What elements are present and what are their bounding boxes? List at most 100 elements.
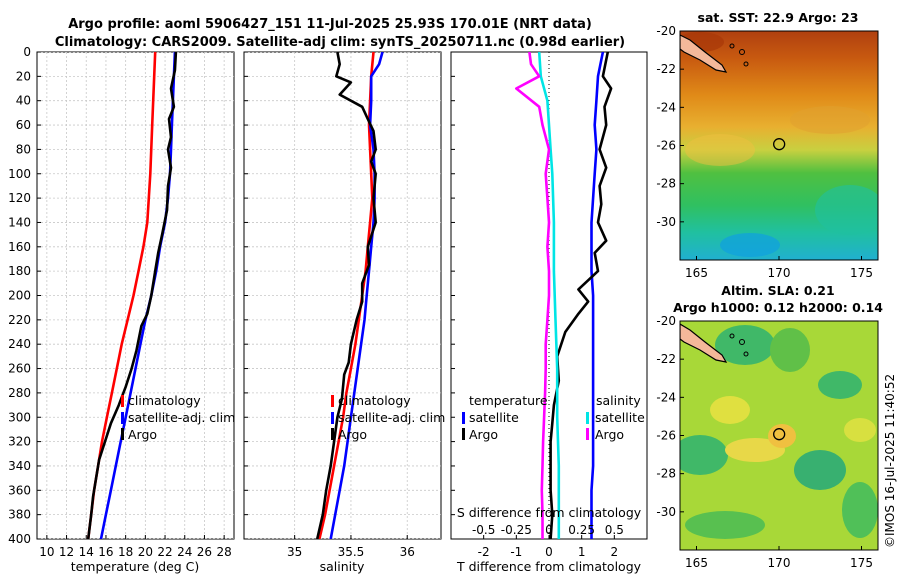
legend-label-t-satellite: satellite (469, 410, 519, 425)
salinity-axis-label: salinity (320, 559, 365, 574)
depth-tick-label: 300 (8, 410, 31, 424)
island (739, 49, 745, 55)
map-latitude-label: -26 (656, 429, 676, 443)
depth-tick-label: 100 (8, 167, 31, 181)
sla-low-patch (842, 482, 878, 538)
x-tick-label: 22 (157, 545, 172, 559)
depth-tick-label: 80 (16, 142, 31, 156)
sst-warm-patch (790, 106, 870, 134)
figure-title-line1: Argo profile: aoml 5906427_151 11-Jul-20… (68, 17, 592, 32)
argo-location-marker (773, 428, 786, 441)
x-tick-label: 20 (138, 545, 153, 559)
map-longitude-label: 175 (850, 266, 873, 280)
salinity-grid (244, 52, 441, 539)
legend-swatch-satellite (121, 412, 124, 424)
legend-label-argo: Argo (338, 427, 367, 442)
legend-swatch-s-argo (586, 428, 589, 440)
s-diff-tick-label: 0 (545, 523, 553, 537)
legend-label-satellite: satellite-adj. clim (128, 410, 235, 425)
x-tick-label: 1 (578, 545, 586, 559)
sla-high-patch (844, 418, 876, 442)
x-tick-label: 28 (217, 545, 232, 559)
legend-header-temperature: temperature (469, 393, 548, 408)
sla-low-patch (770, 328, 810, 372)
map-latitude-label: -20 (656, 314, 676, 328)
legend-label-s-argo: Argo (595, 427, 624, 442)
x-tick-label: -1 (510, 545, 522, 559)
sst-map-axes: 165 170 175 -20 -22 -24 -26 -28 -30 (656, 24, 873, 280)
salinity-legend: climatology satellite-adj. clim Argo (331, 393, 445, 442)
depth-tick-label: 0 (23, 45, 31, 59)
legend-swatch-climatology (121, 395, 124, 407)
imos-timestamp-watermark: ©IMOS 16-Jul-2025 11:40:52 (883, 374, 897, 548)
island (743, 351, 749, 357)
sla-high-patch (725, 438, 785, 462)
difference-series (515, 52, 613, 539)
legend-label-t-argo: Argo (469, 427, 498, 442)
depth-tick-label: 60 (16, 118, 31, 132)
new-caledonia-landmass (680, 34, 728, 73)
x-tick-label: -2 (478, 545, 490, 559)
series-line-satellite-adj-clim (329, 52, 384, 539)
map-longitude-label: 170 (768, 266, 791, 280)
legend-label-climatology: climatology (128, 393, 201, 408)
map-latitude-label: -30 (656, 215, 676, 229)
island (729, 43, 735, 49)
map-latitude-label: -24 (656, 100, 676, 114)
difference-x-ticks: -2 -1 0 1 2 (478, 535, 618, 559)
difference-legend: temperature satellite Argo salinity sate… (462, 393, 645, 442)
sst-cool-patch (720, 233, 780, 257)
depth-tick-label: 140 (8, 215, 31, 229)
s-diff-tick-label: -0.5 (472, 523, 495, 537)
island (739, 339, 745, 345)
new-caledonia-landmass (680, 323, 728, 363)
map-latitude-label: -26 (656, 139, 676, 153)
x-tick-label: 24 (177, 545, 192, 559)
salinity-series (315, 52, 384, 539)
sla-map-title: Altim. SLA: 0.21 (721, 283, 834, 298)
legend-swatch-climatology (331, 395, 334, 407)
series-line-t-satellite (590, 52, 605, 539)
t-difference-axis-label: T difference from climatology (456, 559, 642, 574)
depth-tick-label: 120 (8, 191, 31, 205)
depth-tick-label: 360 (8, 483, 31, 497)
sla-low-patch (794, 450, 846, 490)
legend-swatch-t-satellite (462, 412, 465, 424)
series-line-t-argo (549, 52, 613, 539)
temperature-axis-label: temperature (deg C) (71, 559, 200, 574)
map-latitude-label: -28 (656, 177, 676, 191)
depth-tick-label: 40 (16, 94, 31, 108)
legend-swatch-argo (331, 428, 334, 440)
temperature-grid (37, 52, 234, 539)
depth-tick-label: 220 (8, 313, 31, 327)
legend-label-climatology: climatology (338, 393, 411, 408)
legend-label-satellite: satellite-adj. clim (338, 410, 445, 425)
map-longitude-label: 175 (850, 556, 873, 570)
depth-tick-label: 240 (8, 337, 31, 351)
s-diff-tick-label: 0.25 (568, 523, 595, 537)
s-diff-tick-label: -0.25 (501, 523, 532, 537)
island (729, 333, 735, 339)
legend-swatch-satellite (331, 412, 334, 424)
map-longitude-label: 165 (685, 266, 708, 280)
depth-tick-label: 160 (8, 240, 31, 254)
map-longitude-label: 170 (768, 556, 791, 570)
sla-map (680, 321, 878, 550)
depth-tick-label: 200 (8, 289, 31, 303)
sla-low-patch (818, 371, 862, 399)
series-line-argo (315, 52, 377, 539)
sla-high-patch (710, 396, 750, 424)
map-latitude-label: -24 (656, 390, 676, 404)
x-tick-label: 14 (79, 545, 94, 559)
x-tick-label: 0 (545, 545, 553, 559)
sst-map (680, 31, 878, 260)
sla-low-patch (680, 435, 728, 475)
argo-location-marker (773, 138, 786, 151)
map-latitude-label: -28 (656, 467, 676, 481)
legend-swatch-s-satellite (586, 412, 589, 424)
legend-label-argo: Argo (128, 427, 157, 442)
legend-header-salinity: salinity (596, 393, 641, 408)
legend-swatch-t-argo (462, 428, 465, 440)
depth-tick-label: 180 (8, 264, 31, 278)
x-tick-label: 2 (611, 545, 619, 559)
